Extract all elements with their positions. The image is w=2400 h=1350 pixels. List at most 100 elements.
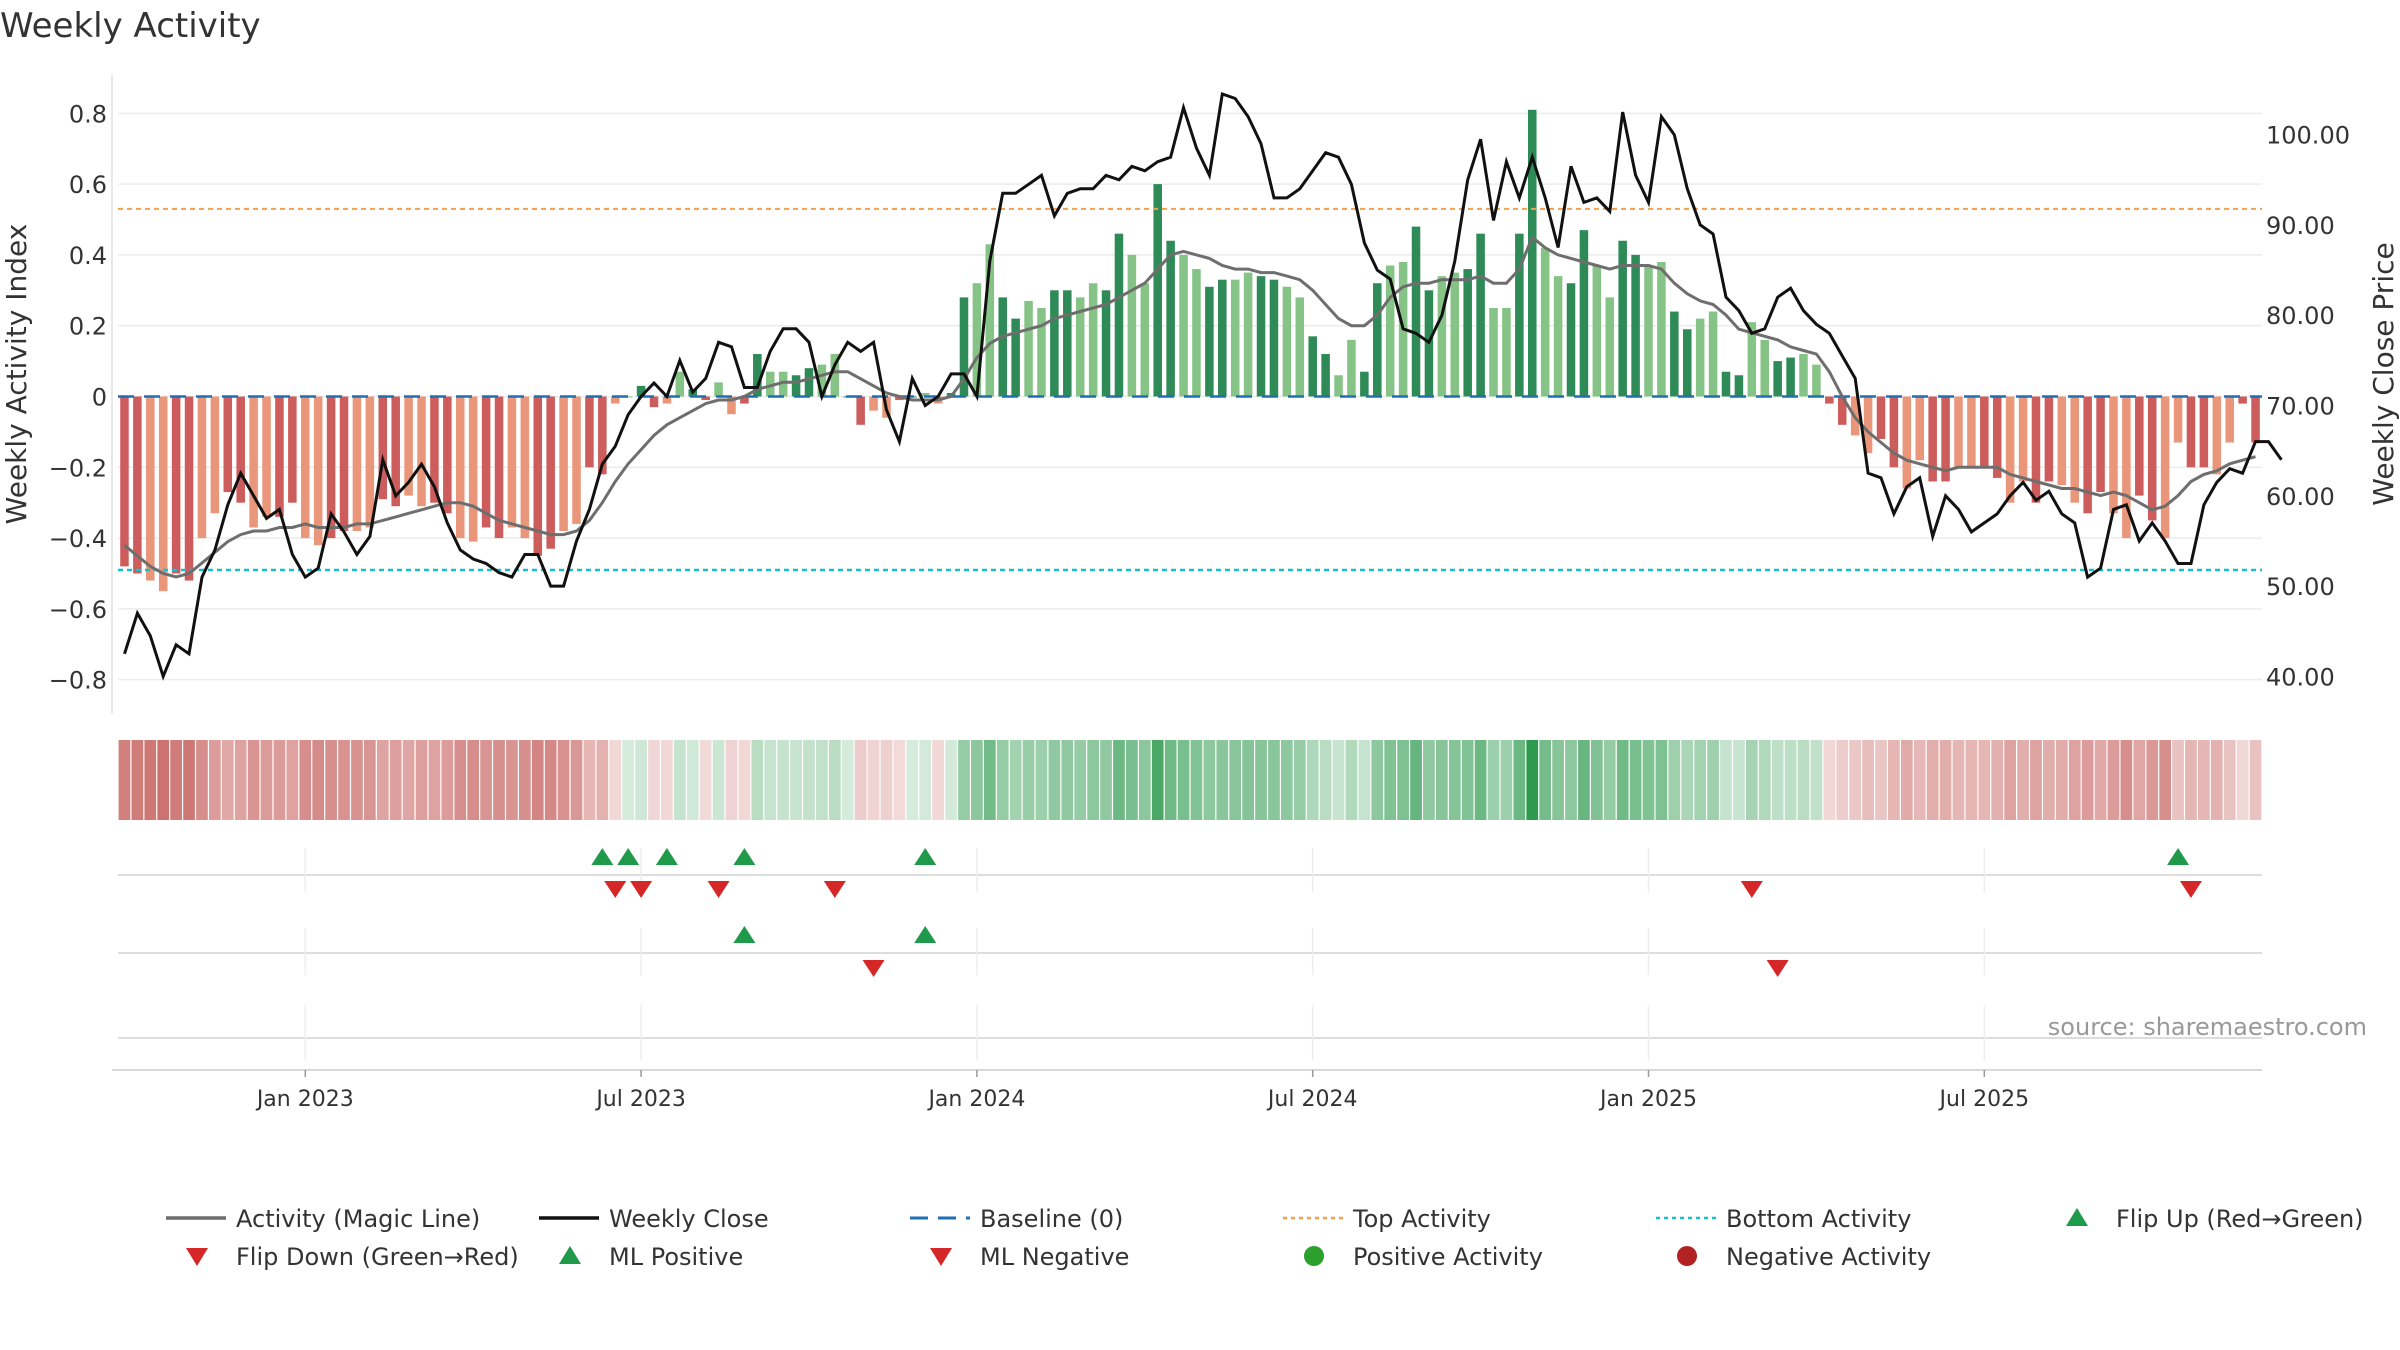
y-tick-left: 0.2 [69, 313, 107, 341]
heat-cell [738, 740, 751, 820]
activity-bar [1566, 283, 1576, 397]
activity-bar [585, 396, 594, 468]
heat-cell [493, 740, 505, 820]
activity-bar [1540, 247, 1550, 397]
legend-item: Flip Down (Green→Red) [186, 1243, 519, 1271]
heat-cell [1190, 740, 1203, 820]
activity-bar [2070, 396, 2079, 503]
activity-bar [1876, 396, 1886, 439]
activity-bar [443, 396, 452, 514]
activity-bar [1502, 308, 1511, 397]
activity-bar [1347, 339, 1356, 397]
magic-line-series [123, 234, 2256, 579]
heat-cell [1164, 740, 1177, 820]
heat-cell [1319, 740, 1332, 820]
legend-circle [1677, 1246, 1697, 1266]
heat-cell [118, 740, 131, 820]
activity-bar [1980, 396, 1989, 468]
heat-cell [2223, 740, 2236, 820]
heat-cell [1681, 740, 1694, 820]
heat-cell [286, 740, 299, 820]
activity-bar [623, 396, 633, 398]
activity-bar [2212, 396, 2222, 475]
flip-down-marker [823, 881, 846, 898]
activity-bar [1786, 357, 1795, 397]
heat-cell [996, 740, 1009, 820]
x-tick-label: Jan 2025 [1598, 1087, 1697, 1112]
legend-symbol-tri-up [559, 1246, 581, 1264]
heat-cell [1771, 740, 1784, 820]
heat-cell [2210, 740, 2223, 820]
heat-cell [1900, 740, 1913, 820]
heat-cell [2249, 740, 2262, 820]
activity-bar [1024, 300, 1033, 397]
heat-cell [2043, 740, 2055, 820]
activity-bar [598, 396, 607, 475]
activity-bar [1515, 233, 1524, 397]
activity-bar [339, 396, 349, 532]
activity-bar [765, 371, 775, 397]
activity-bar [1941, 396, 1950, 482]
y-axis-right-label: Weekly Close Price [2367, 242, 2400, 505]
heat-cell [1126, 740, 1138, 820]
activity-heat-strip [118, 740, 2262, 820]
activity-bar [1463, 269, 1472, 397]
activity-bar [1657, 261, 1666, 397]
heat-cell [1461, 740, 1474, 820]
flip-up-marker [2167, 848, 2190, 865]
activity-bar [649, 396, 659, 408]
activity-bar [2031, 396, 2041, 503]
activity-bar [2160, 396, 2170, 539]
heat-cell [1552, 740, 1564, 820]
heat-cell [1500, 740, 1513, 820]
activity-bar [1928, 396, 1937, 482]
heat-cell [906, 740, 919, 820]
activity-bar [869, 396, 878, 411]
activity-bar [1760, 339, 1770, 397]
heat-cell [2159, 740, 2171, 820]
flip-up-marker [591, 848, 614, 865]
heat-cell [1268, 740, 1280, 820]
heat-cell [1345, 740, 1358, 820]
flip-up-marker [617, 848, 640, 865]
x-tick-label: Jul 2023 [594, 1087, 686, 1112]
heat-cell [2133, 740, 2146, 820]
heat-cell [958, 740, 970, 820]
legend-symbol-circle [1304, 1246, 1324, 1266]
activity-bar [1037, 308, 1046, 397]
activity-bar [313, 396, 323, 546]
activity-bar [2147, 396, 2157, 521]
legend-label: Bottom Activity [1726, 1205, 1911, 1233]
legend-triangle-up [559, 1246, 581, 1264]
activity-bar [1553, 276, 1563, 397]
activity-bar [2018, 396, 2028, 482]
activity-bar [740, 396, 749, 404]
activity-bar [546, 396, 555, 549]
heat-cell [2172, 740, 2184, 820]
heat-cell [1784, 740, 1797, 820]
heat-cell [376, 740, 389, 820]
activity-bars [120, 109, 2260, 592]
activity-bar [1385, 265, 1395, 397]
activity-bar [2251, 396, 2260, 443]
legend-item: Negative Activity [1677, 1243, 1931, 1271]
y-tick-left: −0.4 [49, 525, 107, 553]
heat-cell [1875, 740, 1887, 820]
activity-bar [2005, 396, 2015, 503]
heat-cell [1022, 740, 1035, 820]
heat-cell [1565, 740, 1577, 820]
ml-negative-marker [1766, 960, 1789, 977]
activity-bar [817, 364, 827, 397]
activity-bar [158, 396, 168, 592]
activity-bar [1063, 290, 1072, 397]
heat-cell [1177, 740, 1190, 820]
y-tick-right: 70.00 [2266, 393, 2335, 421]
heat-cell [1578, 740, 1590, 820]
y-tick-left: 0.6 [69, 171, 107, 199]
flip-down-marker [604, 881, 627, 898]
flip-down-marker [630, 881, 653, 898]
activity-bar [1721, 371, 1731, 397]
activity-bar [1992, 396, 2002, 478]
heat-cell [699, 740, 712, 820]
legend-item: Baseline (0) [910, 1205, 1123, 1233]
